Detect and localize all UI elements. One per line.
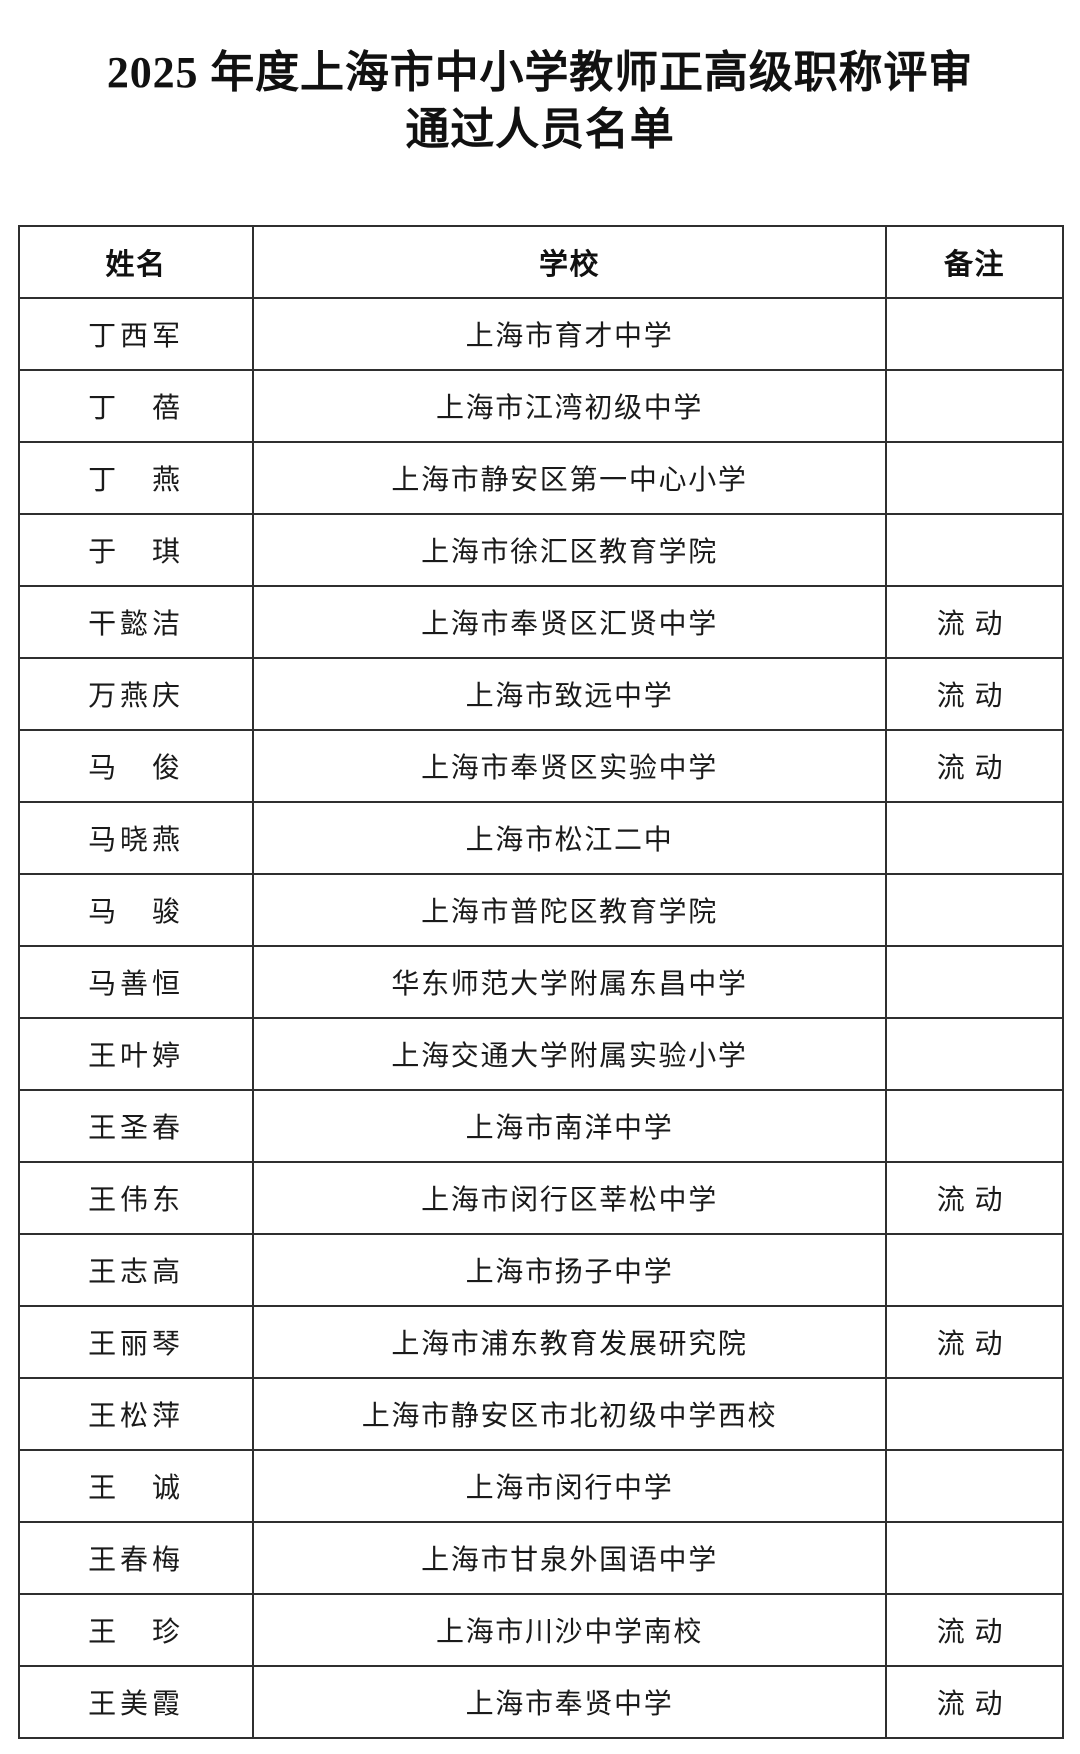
name-cell: 王伟东 [18,1161,254,1235]
header-name: 姓名 [18,225,254,299]
title-line-2: 通过人员名单 [405,105,675,154]
remark-cell [885,441,1064,515]
remark-cell [885,945,1064,1019]
table-row: 王伟东 上海市闵行区莘松中学 流动 [18,1161,1064,1235]
table-row: 王圣春 上海市南洋中学 [18,1089,1064,1163]
school-cell: 上海市江湾初级中学 [252,369,887,443]
name-cell: 王丽琴 [18,1305,254,1379]
remark-cell [885,1089,1064,1163]
table-row: 王美霞 上海市奉贤中学 流动 [18,1665,1064,1739]
school-cell: 上海市奉贤区实验中学 [252,729,887,803]
name-cell: 干懿洁 [18,585,254,659]
remark-cell: 流动 [885,1161,1064,1235]
remark-cell [885,297,1064,371]
remark-cell: 流动 [885,657,1064,731]
remark-cell [885,873,1064,947]
remark-cell: 流动 [885,585,1064,659]
name-cell: 王志高 [18,1233,254,1307]
roster-table: 姓名 学校 备注 丁西军 上海市育才中学 丁 蓓 上海市江湾初级中学 丁 燕 上… [18,225,1064,1739]
remark-cell [885,801,1064,875]
table-row: 王 珍 上海市川沙中学南校 流动 [18,1593,1064,1667]
title-line-1: 2025 年度上海市中小学教师正高级职称评审 [106,48,974,97]
table-row: 王松萍 上海市静安区市北初级中学西校 [18,1377,1064,1451]
remark-cell [885,1377,1064,1451]
name-cell: 于 琪 [18,513,254,587]
remark-cell [885,513,1064,587]
header-row: 姓名 学校 备注 [18,225,1064,299]
document-title: 2025 年度上海市中小学教师正高级职称评审 通过人员名单 [0,0,1080,158]
name-cell: 马 骏 [18,873,254,947]
remark-cell: 流动 [885,1593,1064,1667]
name-cell: 丁 燕 [18,441,254,515]
table-row: 马善恒 华东师范大学附属东昌中学 [18,945,1064,1019]
name-cell: 王 珍 [18,1593,254,1667]
table-row: 马晓燕 上海市松江二中 [18,801,1064,875]
name-cell: 王叶婷 [18,1017,254,1091]
name-cell: 王圣春 [18,1089,254,1163]
school-cell: 上海市闵行中学 [252,1449,887,1523]
table-row: 干懿洁 上海市奉贤区汇贤中学 流动 [18,585,1064,659]
table-row: 丁 蓓 上海市江湾初级中学 [18,369,1064,443]
school-cell: 上海市育才中学 [252,297,887,371]
table-row: 马 俊 上海市奉贤区实验中学 流动 [18,729,1064,803]
table-row: 丁 燕 上海市静安区第一中心小学 [18,441,1064,515]
name-cell: 王松萍 [18,1377,254,1451]
name-cell: 王美霞 [18,1665,254,1739]
table-row: 王志高 上海市扬子中学 [18,1233,1064,1307]
remark-cell [885,369,1064,443]
remark-cell: 流动 [885,729,1064,803]
school-cell: 上海市奉贤区汇贤中学 [252,585,887,659]
school-cell: 上海市扬子中学 [252,1233,887,1307]
table-row: 万燕庆 上海市致远中学 流动 [18,657,1064,731]
school-cell: 上海市静安区市北初级中学西校 [252,1377,887,1451]
school-cell: 华东师范大学附属东昌中学 [252,945,887,1019]
table-row: 王春梅 上海市甘泉外国语中学 [18,1521,1064,1595]
name-cell: 马晓燕 [18,801,254,875]
table-row: 于 琪 上海市徐汇区教育学院 [18,513,1064,587]
name-cell: 王春梅 [18,1521,254,1595]
header-remark: 备注 [885,225,1064,299]
name-cell: 丁西军 [18,297,254,371]
name-cell: 丁 蓓 [18,369,254,443]
school-cell: 上海市南洋中学 [252,1089,887,1163]
table-row: 马 骏 上海市普陀区教育学院 [18,873,1064,947]
school-cell: 上海市普陀区教育学院 [252,873,887,947]
header-school: 学校 [252,225,887,299]
school-cell: 上海市致远中学 [252,657,887,731]
remark-cell: 流动 [885,1305,1064,1379]
remark-cell [885,1521,1064,1595]
roster-body: 丁西军 上海市育才中学 丁 蓓 上海市江湾初级中学 丁 燕 上海市静安区第一中心… [18,297,1064,1739]
school-cell: 上海市徐汇区教育学院 [252,513,887,587]
table-row: 丁西军 上海市育才中学 [18,297,1064,371]
table-row: 王 诚 上海市闵行中学 [18,1449,1064,1523]
name-cell: 王 诚 [18,1449,254,1523]
remark-cell [885,1017,1064,1091]
name-cell: 万燕庆 [18,657,254,731]
name-cell: 马 俊 [18,729,254,803]
school-cell: 上海市甘泉外国语中学 [252,1521,887,1595]
school-cell: 上海市浦东教育发展研究院 [252,1305,887,1379]
remark-cell [885,1449,1064,1523]
remark-cell: 流动 [885,1665,1064,1739]
school-cell: 上海市闵行区莘松中学 [252,1161,887,1235]
school-cell: 上海市松江二中 [252,801,887,875]
table-row: 王丽琴 上海市浦东教育发展研究院 流动 [18,1305,1064,1379]
school-cell: 上海市静安区第一中心小学 [252,441,887,515]
school-cell: 上海交通大学附属实验小学 [252,1017,887,1091]
table-row: 王叶婷 上海交通大学附属实验小学 [18,1017,1064,1091]
name-cell: 马善恒 [18,945,254,1019]
remark-cell [885,1233,1064,1307]
school-cell: 上海市奉贤中学 [252,1665,887,1739]
school-cell: 上海市川沙中学南校 [252,1593,887,1667]
